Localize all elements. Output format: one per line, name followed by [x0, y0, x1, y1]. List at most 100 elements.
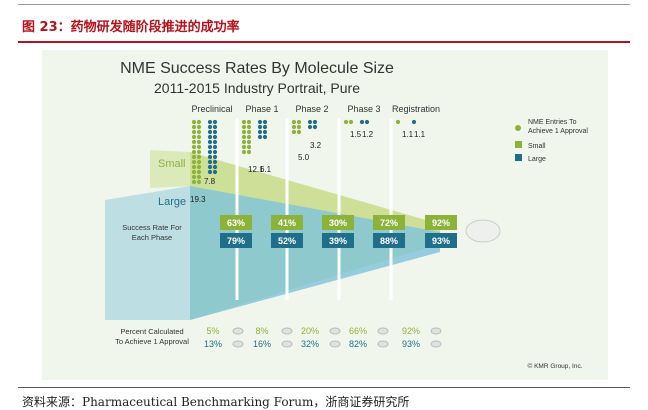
small-entry-dot	[191, 139, 197, 145]
small-rate-value: 30%	[329, 218, 347, 228]
small-entry-dot	[291, 124, 297, 130]
small-funnel-left	[150, 150, 190, 188]
title-rule	[18, 41, 630, 43]
large-rate-value: 93%	[432, 236, 450, 246]
small-entry-dot	[246, 139, 252, 145]
preclinical-large-entries: 19.3	[190, 195, 206, 204]
pill-icon	[281, 327, 293, 335]
credit-label: © KMR Group, Inc.	[528, 362, 583, 370]
large-entry-dot	[312, 119, 318, 125]
large-entry-dot	[307, 119, 313, 125]
large-entry-dot	[262, 124, 268, 130]
large-entries-label: 3.2	[310, 141, 322, 150]
small-cumulative-value: 8%	[255, 326, 268, 336]
legend-entries-label-2: Achieve 1 Approval	[528, 128, 588, 135]
small-entry-dot	[196, 149, 202, 155]
large-rate-box	[373, 233, 405, 248]
large-entry-dot	[212, 154, 218, 160]
large-entry-dot	[212, 139, 218, 145]
large-entry-dot	[207, 119, 213, 125]
small-entry-dot	[191, 119, 197, 125]
large-entry-dot	[257, 134, 263, 140]
large-entry-dot	[207, 164, 213, 170]
large-entry-dot	[262, 129, 268, 135]
small-entry-dot	[196, 179, 202, 185]
large-entries-label: 6.1	[260, 165, 272, 174]
phase-label: Registration	[392, 104, 440, 114]
large-cumulative-value: 82%	[349, 339, 367, 349]
phase-label: Preclinical	[191, 104, 232, 114]
pill-icon	[329, 327, 341, 335]
large-entry-dot	[411, 119, 417, 125]
large-rate-box	[425, 233, 457, 248]
large-entry-dot	[359, 119, 365, 125]
small-rate-box	[322, 215, 354, 230]
large-entry-dot	[257, 124, 263, 130]
small-entry-dot	[348, 119, 354, 125]
entries-dots-layer	[191, 119, 417, 185]
pill-icon	[232, 340, 244, 348]
large-entry-dot	[212, 124, 218, 130]
bottom-rule	[18, 387, 630, 388]
large-entry-dot	[207, 139, 213, 145]
small-entry-dot	[246, 144, 252, 150]
small-rate-value: 63%	[227, 218, 245, 228]
pill-icon	[430, 340, 442, 348]
legend-small-label: Small	[528, 143, 546, 150]
small-entry-dot	[196, 169, 202, 175]
large-rate-box	[322, 233, 354, 248]
small-entry-dot	[246, 124, 252, 130]
funnel-layer	[105, 118, 440, 320]
small-entry-dot	[241, 124, 247, 130]
large-rate-value: 88%	[380, 236, 398, 246]
small-entry-dot	[196, 129, 202, 135]
small-entry-dot	[191, 179, 197, 185]
large-entry-dot	[212, 149, 218, 155]
large-rate-value: 52%	[278, 236, 296, 246]
small-size-label: Small	[158, 158, 186, 170]
small-entry-dot	[291, 129, 297, 135]
large-entry-dot	[312, 124, 318, 130]
large-entry-dot	[212, 119, 218, 125]
large-rate-box	[271, 233, 303, 248]
small-entry-dot	[246, 134, 252, 140]
small-entry-dot	[191, 154, 197, 160]
small-entry-dot	[296, 129, 302, 135]
small-cumulative-value: 66%	[349, 326, 367, 336]
source-note: 资料来源：Pharmaceutical Benchmarking Forum，浙…	[22, 395, 410, 409]
small-entry-dot	[191, 134, 197, 140]
labels-layer: Preclinical Phase 1 Phase 2 Phase 3 Registra…	[115, 104, 583, 370]
large-entry-dot	[207, 129, 213, 135]
small-entry-dot	[291, 119, 297, 125]
small-entry-dot	[191, 159, 197, 165]
large-entry-dot	[212, 134, 218, 140]
legend-layer: NME Entries To Achieve 1 Approval Small Lar…	[515, 119, 588, 163]
large-entry-dot	[212, 144, 218, 150]
large-funnel	[190, 186, 440, 320]
large-entry-dot	[207, 159, 213, 165]
small-rate-value: 92%	[432, 218, 450, 228]
large-entry-dot	[262, 119, 268, 125]
large-rate-value: 39%	[329, 236, 347, 246]
pill-icon	[430, 327, 442, 335]
legend-large-label: Large	[528, 156, 546, 163]
large-entry-dot	[262, 134, 268, 140]
small-cumulative-value: 92%	[402, 326, 420, 336]
large-entry-dot	[207, 154, 213, 160]
small-entry-dot	[196, 144, 202, 150]
small-rate-box	[220, 215, 252, 230]
pill-icon	[329, 340, 341, 348]
phase-label: Phase 2	[295, 104, 328, 114]
cumulative-label-2: To Achieve 1 Approval	[115, 337, 189, 346]
success-rate-label-2: Each Phase	[132, 233, 172, 242]
legend-dot-icon	[515, 125, 521, 131]
small-entry-dot	[196, 119, 202, 125]
small-entry-dot	[191, 124, 197, 130]
small-entry-dot	[196, 174, 202, 180]
small-entry-dot	[246, 129, 252, 135]
preclinical-small-entries: 7.8	[204, 177, 216, 186]
small-entries-label: 5.0	[298, 153, 310, 162]
small-rate-box	[271, 215, 303, 230]
small-entry-dot	[196, 124, 202, 130]
